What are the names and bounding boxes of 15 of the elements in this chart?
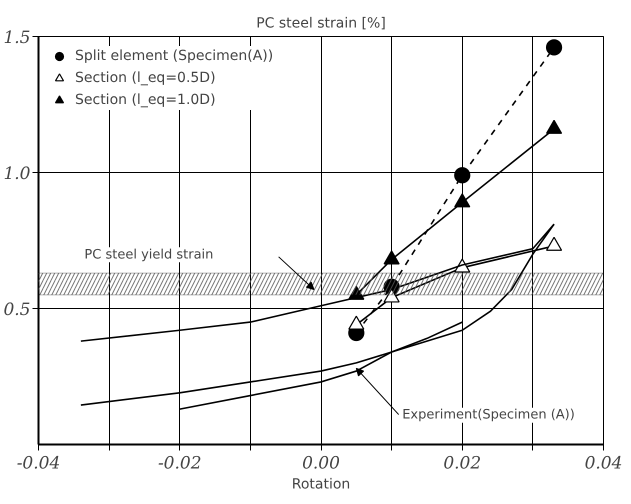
y-tick-label: 1.0 [3, 164, 31, 184]
band-label: PC steel yield strain [84, 247, 214, 262]
x-tick-label: -0.04 [16, 454, 60, 474]
legend-label: Section (l_eq=0.5D) [75, 70, 216, 86]
x-tick-label: -0.02 [158, 454, 202, 474]
y-tick-label: 0.5 [3, 300, 31, 320]
legend-label: Section (l_eq=1.0D) [75, 92, 216, 108]
legend-label: Split element (Specimen(A)) [75, 48, 274, 64]
y-tick-label: 1.5 [3, 28, 31, 48]
y-axis-title: PC steel strain [%] [256, 16, 386, 32]
x-tick-label: 0.00 [302, 454, 340, 474]
x-tick-label: 0.04 [584, 454, 622, 474]
annotation: Experiment(Specimen (A)) [402, 408, 575, 423]
x-tick-label: 0.02 [443, 454, 482, 474]
x-axis-title: Rotation [292, 476, 350, 492]
